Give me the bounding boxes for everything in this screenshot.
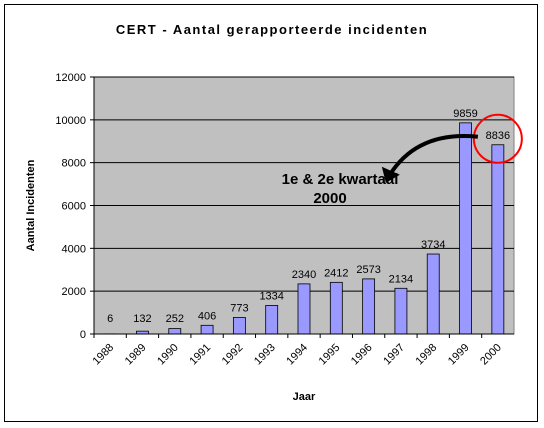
y-tick-label: 6000 [62,201,86,213]
data-label-1993: 1334 [259,290,283,302]
bar-2000 [491,144,505,335]
data-label-1989: 132 [133,313,151,325]
bars: 6 132 252 406 773 1334 2340 2412 2573 2134 3734 985… [103,108,510,335]
bar-1995 [329,281,343,335]
bar-1994 [297,283,311,335]
y-axis-ticks: 0 2000 4000 6000 8000 10000 12000 [55,72,95,341]
x-tick-label: 1999 [446,342,472,368]
data-label-1997: 2134 [389,273,413,285]
x-tick-label: 1993 [252,342,278,368]
highlight-circle [472,113,523,164]
data-label-1995: 2412 [324,267,348,279]
y-tick-label: 12000 [55,72,86,84]
bar-1991 [200,324,214,335]
annotation: 1e & 2e kwartaal 2000 [282,113,523,207]
bar-1997 [394,287,408,335]
x-tick-label: 1997 [381,342,407,368]
x-axis-ticks: 1988 1989 1990 1991 1992 1993 1994 1995 1996 1997… [90,333,514,368]
y-tick-label: 2000 [62,286,86,298]
data-label-1994: 2340 [292,269,316,281]
data-label-1996: 2573 [356,264,380,276]
bar-1990 [168,328,182,335]
x-tick-label: 1991 [187,342,213,368]
x-tick-label: 1992 [220,342,246,368]
data-label-1991: 406 [198,310,216,322]
data-label-2000: 8836 [486,130,510,142]
data-label-1998: 3734 [421,239,445,251]
bar-1998 [426,253,440,335]
data-label-1988: 6 [107,313,113,325]
chart-title: CERT - Aantal gerapporteerde incidenten [116,22,428,37]
data-label-1990: 252 [166,313,184,325]
annotation-arrow [388,134,479,176]
x-tick-label: 1990 [155,342,181,368]
y-tick-label: 4000 [62,243,86,255]
y-axis-label: Aantal Incidenten [25,159,37,251]
bar-1993 [265,305,279,335]
x-tick-label: 1989 [123,342,149,368]
y-tick-label: 0 [80,329,86,341]
y-tick-label: 8000 [62,158,86,170]
x-tick-label: 1998 [414,342,440,368]
x-tick-label: 1996 [349,342,375,368]
arrow-head [381,166,400,183]
x-tick-label: 1995 [317,342,343,368]
bar-1992 [232,317,246,335]
data-label-1999: 9859 [453,108,477,120]
x-tick-label: 1994 [284,342,310,368]
bar-1999 [459,122,472,335]
data-label-1992: 773 [230,302,248,314]
x-tick-label: 1988 [90,342,116,368]
x-tick-label: 2000 [478,342,504,368]
x-axis-label: Jaar [293,391,316,403]
y-tick-label: 10000 [55,115,86,127]
bar-1996 [362,278,376,335]
annotation-line-1: 1e & 2e kwartaal [282,171,399,188]
annotation-line-2: 2000 [313,190,346,207]
